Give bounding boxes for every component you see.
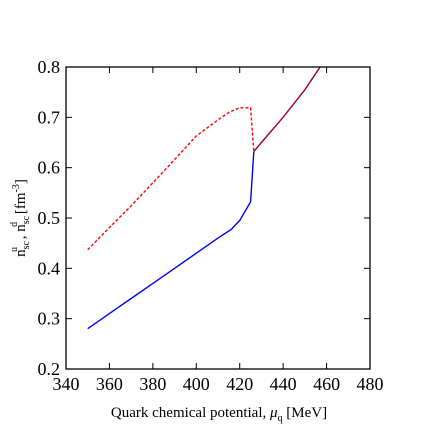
y-tick-label: 0.2 [38, 359, 61, 379]
y-tick-label: 0.4 [38, 258, 61, 278]
x-tick-label: 440 [270, 374, 297, 394]
y-tick-label: 0.6 [38, 158, 61, 178]
y-tick-label: 0.3 [38, 309, 61, 329]
x-tick-label: 460 [313, 374, 340, 394]
plot-frame [65, 66, 371, 370]
x-tick-label: 480 [357, 374, 384, 394]
x-tick-label: 380 [139, 374, 166, 394]
y-tick-label: 0.5 [38, 208, 61, 228]
series-line-blue [87, 151, 255, 330]
series-line-dashed-red [87, 107, 255, 251]
y-tick-label: 0.7 [38, 107, 61, 127]
x-tick-label: 420 [226, 374, 253, 394]
y-axis-title: nscu , nscd [fm-3] [9, 179, 32, 257]
plot-marks [87, 66, 321, 330]
series-line-crimson [253, 66, 321, 153]
x-tick-label: 360 [96, 374, 123, 394]
axis-ticks: 340 360 380 400 420 440 460 480 0.2 0.3 0.4 0.5 0.6 0… [38, 57, 384, 394]
x-axis-title: Quark chemical potential, μq [MeV] [111, 405, 327, 424]
x-tick-label: 400 [183, 374, 210, 394]
y-tick-label: 0.8 [38, 57, 61, 77]
x-tick-label: 340 [53, 374, 80, 394]
